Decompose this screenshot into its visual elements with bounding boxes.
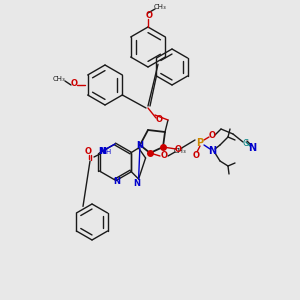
Text: N: N [248, 143, 256, 153]
Text: O: O [175, 145, 182, 154]
Text: H: H [105, 149, 111, 155]
Text: C: C [242, 139, 248, 148]
Text: O: O [146, 11, 152, 20]
Text: N: N [136, 140, 143, 149]
Text: CH₃: CH₃ [154, 4, 166, 10]
Text: CH₃: CH₃ [52, 76, 65, 82]
Text: O: O [155, 116, 163, 124]
Text: N: N [133, 178, 140, 188]
Text: N: N [113, 176, 121, 185]
Text: O: O [70, 80, 77, 88]
Text: N: N [100, 146, 106, 155]
Text: O: O [160, 152, 167, 160]
Text: N: N [208, 146, 216, 156]
Text: N: N [98, 148, 105, 157]
Text: O: O [208, 131, 215, 140]
Text: P: P [196, 138, 204, 148]
Text: CH₃: CH₃ [174, 148, 186, 154]
Text: O: O [193, 151, 200, 160]
Text: O: O [85, 148, 92, 157]
